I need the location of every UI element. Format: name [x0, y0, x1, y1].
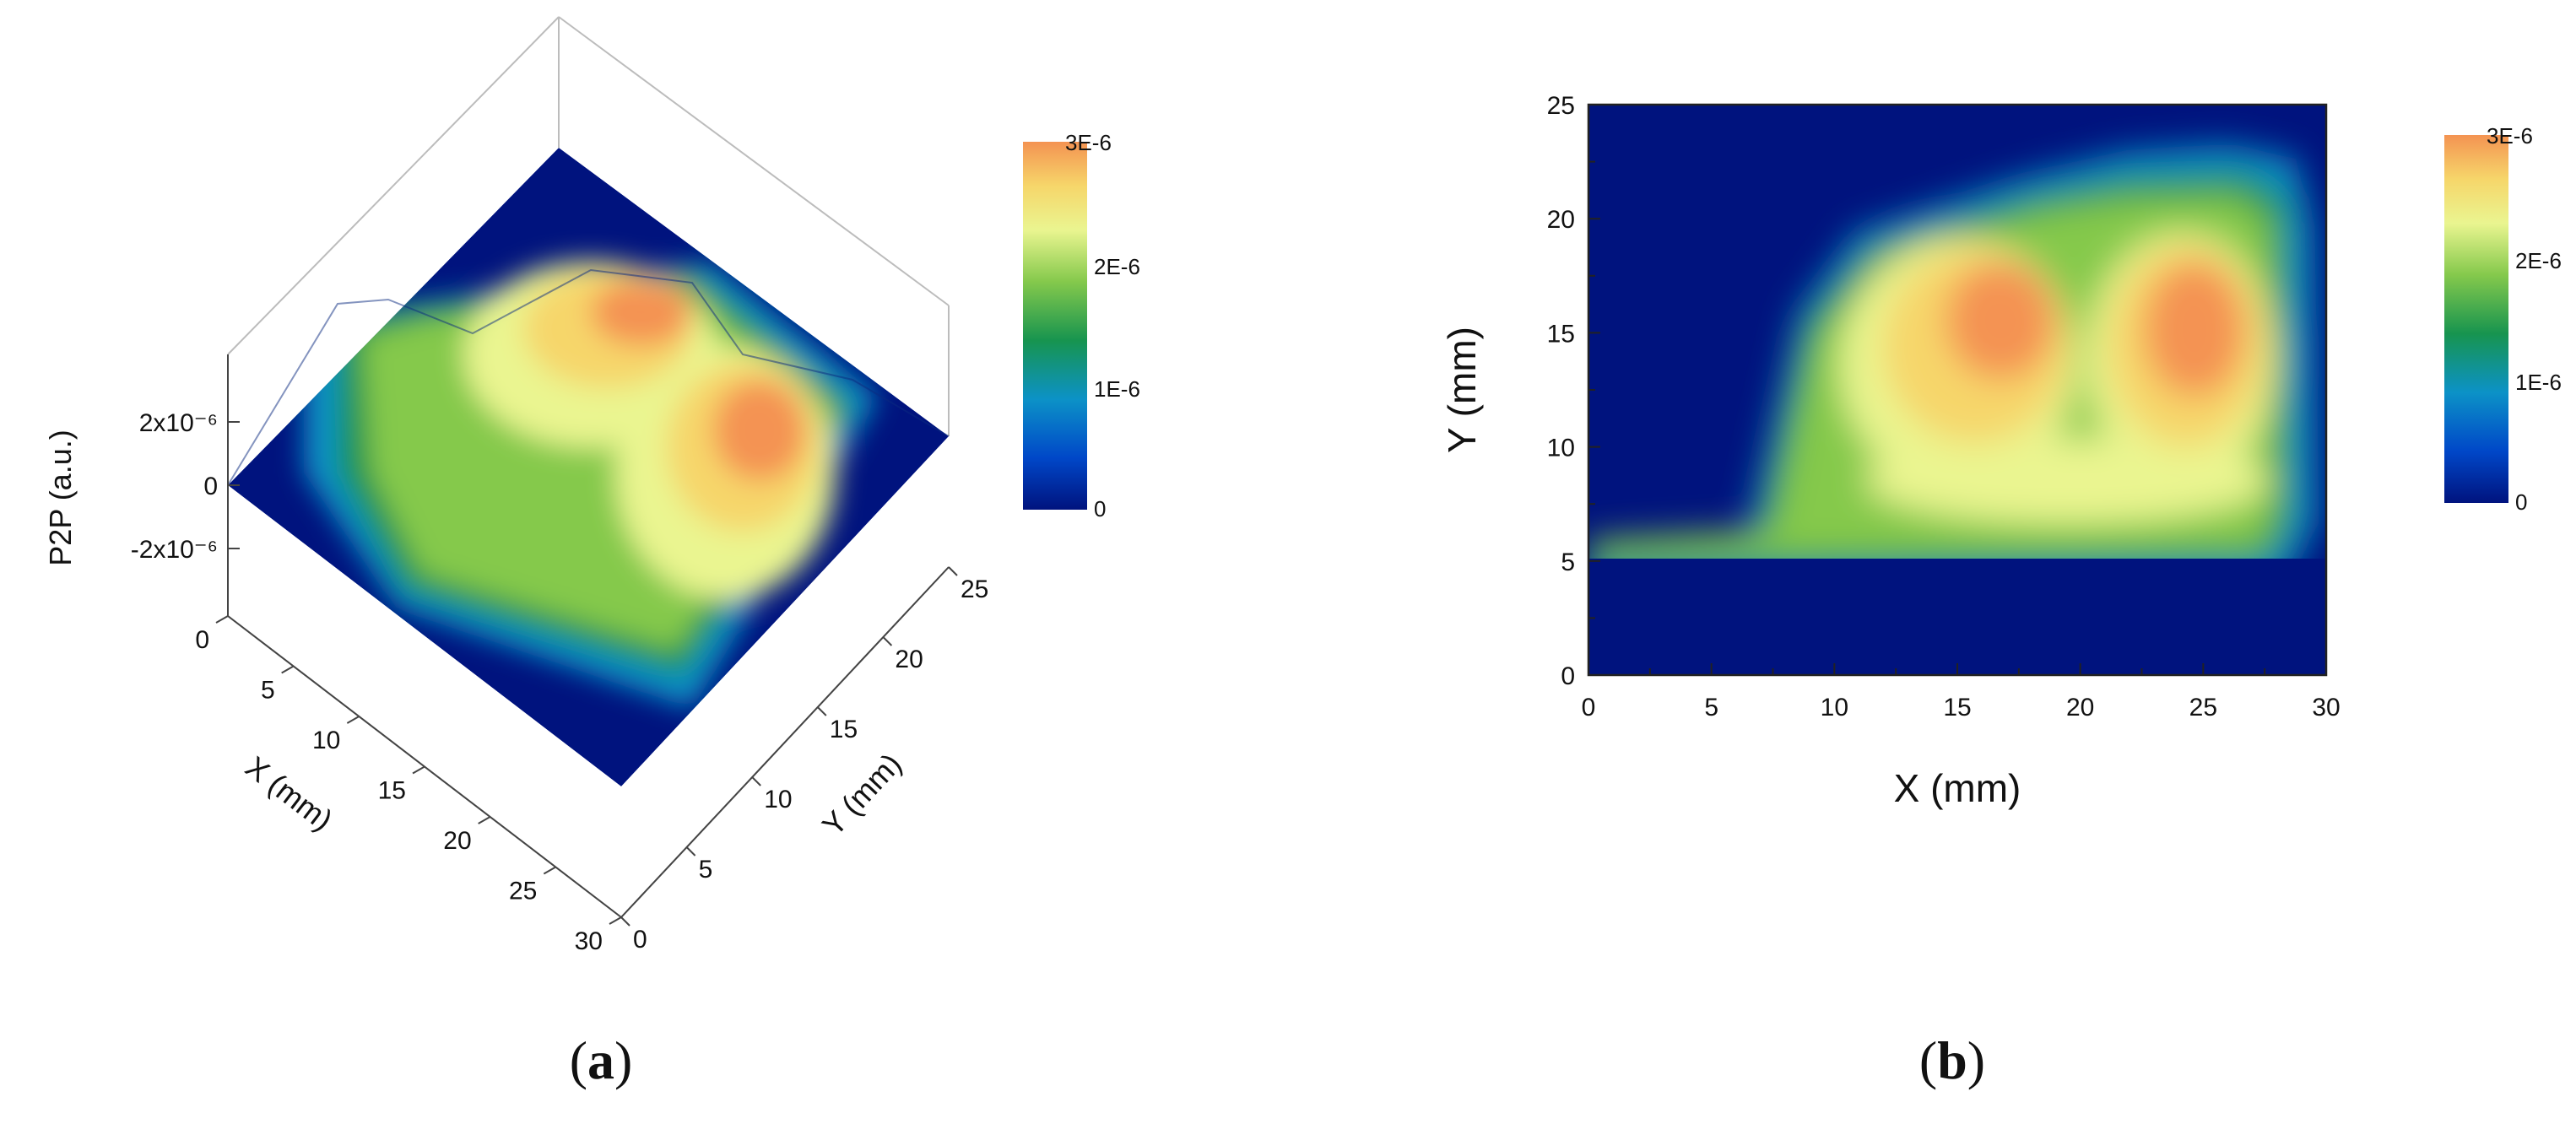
colorbar-gradient — [2444, 135, 2508, 503]
y-tick-label: 25 — [961, 576, 988, 603]
x-major-tick — [478, 816, 491, 824]
y-tick-label: 5 — [699, 856, 713, 884]
z-axis-title: P2P (a.u.) — [43, 430, 78, 565]
y-axis-title: Y (mm) — [815, 747, 908, 843]
y-major-tick — [882, 636, 893, 646]
y-tick-label: 0 — [633, 926, 647, 954]
y-tick-label: 20 — [895, 646, 923, 673]
z-tick-label: 0 — [203, 473, 218, 500]
x-tick-label: 20 — [2066, 694, 2094, 721]
y-tick-label: 10 — [764, 786, 792, 813]
x-major-tick — [346, 716, 360, 724]
x-tick-label: 0 — [1582, 694, 1596, 721]
y-tick-label: 20 — [1547, 206, 1575, 234]
y-tick-label: 10 — [1547, 435, 1575, 462]
panel-label-b: (b) — [1919, 1030, 1985, 1090]
colorbar-tick-label: 0 — [1094, 496, 1106, 521]
x-major-tick — [281, 665, 295, 674]
y-major-tick — [948, 566, 958, 576]
x-tick-label: 5 — [261, 677, 275, 705]
colorbar-b: 3E-6 2E-6 1E-6 0 — [2444, 123, 2562, 515]
colorbar-tick-label: 2E-6 — [1094, 254, 1140, 279]
x-major-tick — [543, 866, 556, 875]
z-tick-label: 2x10⁻⁶ — [139, 409, 218, 437]
x-tick-label: 15 — [378, 777, 406, 805]
colorbar-gradient — [1023, 142, 1087, 510]
colorbar-a: 3E-6 2E-6 1E-6 0 — [1023, 130, 1140, 521]
surface-ridge — [227, 268, 950, 486]
panel-label-a: (a) — [570, 1030, 633, 1090]
x-axis-3d: 0 5 10 15 20 25 30 — [195, 615, 622, 955]
x-axis-title: X (mm) — [1894, 766, 2021, 810]
x-axis-title: X (mm) — [239, 749, 339, 837]
x-tick-label: 25 — [509, 878, 537, 905]
x-tick-label: 25 — [2189, 694, 2217, 721]
y-tick-label: 15 — [1547, 320, 1575, 348]
x-tick-label: 30 — [575, 927, 603, 955]
heatmap-area — [1588, 105, 2326, 675]
panel-b-contour-map: 0 5 10 15 20 25 30 0 5 10 15 20 25 X (mm) Y (mm) 3E-… — [1440, 92, 2562, 1090]
colorbar-tick-label: 3E-6 — [1065, 130, 1112, 155]
y-major-tick — [620, 916, 630, 927]
z-tick-label: -2x10⁻⁶ — [131, 536, 218, 564]
y-axis-3d: 0 5 10 15 20 25 — [620, 566, 988, 954]
y-tick-label: 0 — [1561, 662, 1575, 690]
y-axis-title: Y (mm) — [1440, 327, 1484, 453]
x-tick-label: 15 — [1943, 694, 1971, 721]
y-major-tick — [685, 846, 696, 857]
z-axis — [227, 354, 240, 616]
colorbar-tick-label: 0 — [2515, 489, 2527, 515]
colorbar-tick-label: 1E-6 — [1094, 376, 1140, 402]
x-tick-label: 10 — [1821, 694, 1848, 721]
axis-ticks: 0 5 10 15 20 25 30 0 5 10 15 20 25 — [1547, 92, 2341, 721]
y-tick-label: 5 — [1561, 548, 1575, 576]
colorbar-tick-label: 2E-6 — [2515, 248, 2562, 273]
x-tick-label: 20 — [443, 827, 471, 855]
x-major-tick — [215, 615, 229, 624]
colorbar-tick-label: 1E-6 — [2515, 370, 2562, 395]
y-major-tick — [817, 706, 827, 716]
x-tick-label: 5 — [1704, 694, 1718, 721]
x-tick-label: 10 — [312, 727, 340, 754]
y-tick-label: 25 — [1547, 92, 1575, 120]
y-major-tick — [751, 776, 761, 786]
x-tick-label: 30 — [2312, 694, 2340, 721]
x-major-tick — [412, 765, 425, 775]
y-tick-label: 15 — [830, 716, 858, 743]
x-tick-label: 0 — [195, 626, 209, 654]
colorbar-tick-label: 3E-6 — [2487, 123, 2533, 149]
x-major-tick — [609, 916, 622, 925]
panel-a-3d-surface: 2x10⁻⁶ 0 -2x10⁻⁶ P2P (a.u.) 0 5 10 15 20 25 30… — [43, 16, 1140, 1090]
